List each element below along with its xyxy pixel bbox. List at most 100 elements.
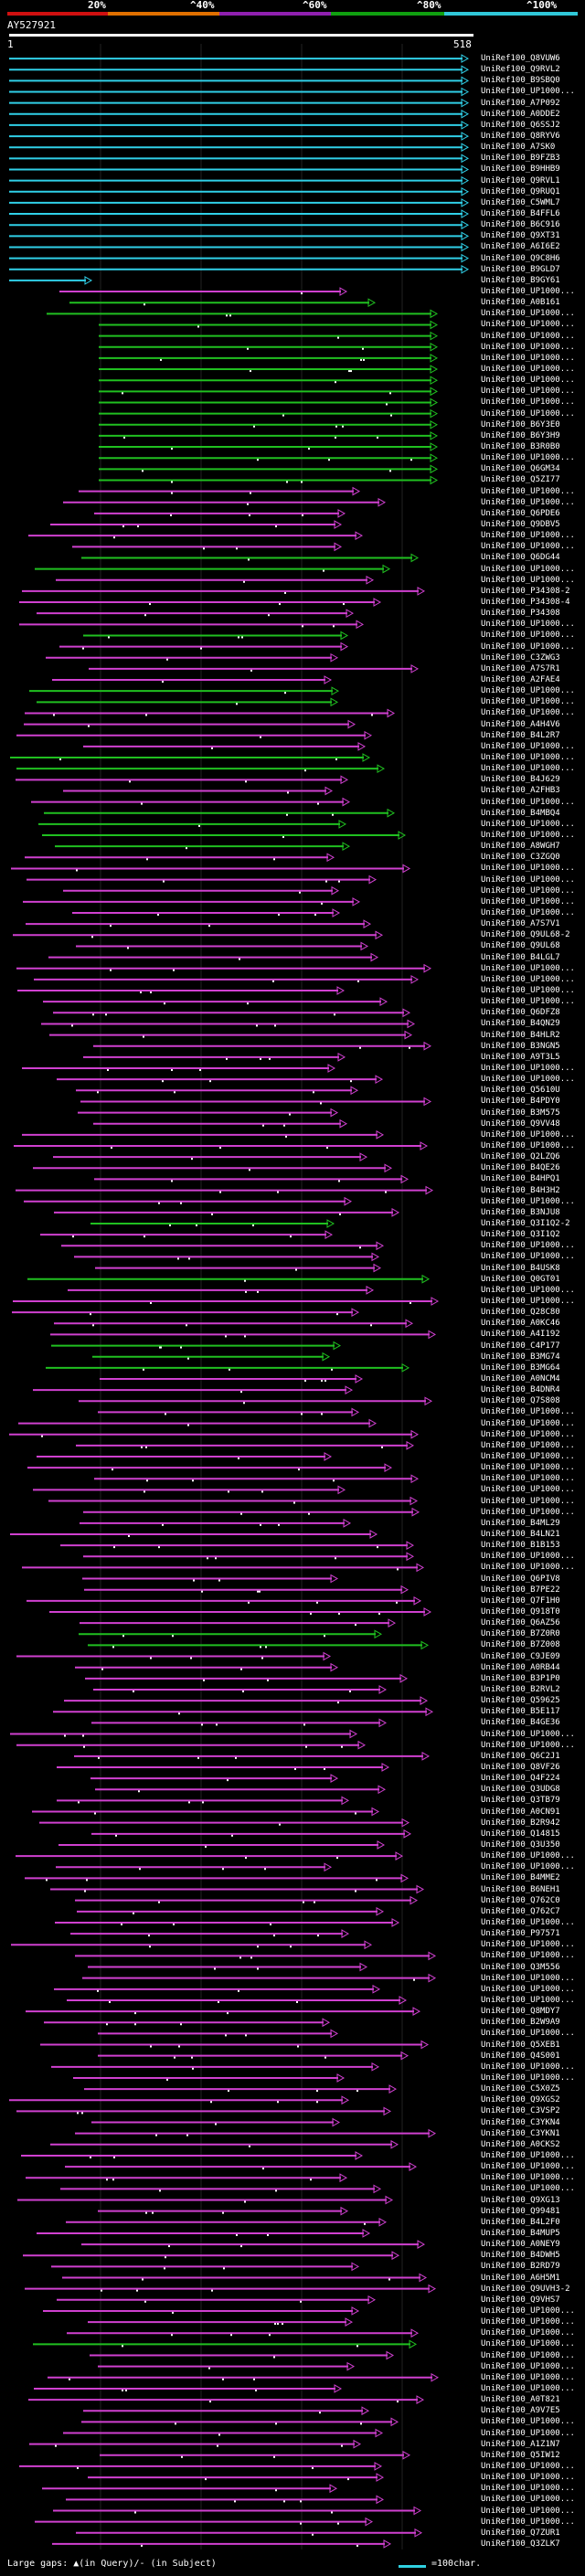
hit-label[interactable]: UniRef100_UP1000... [481, 486, 575, 496]
hit-label[interactable]: UniRef100_A0KC46 [481, 1319, 560, 1329]
hit-label[interactable]: UniRef100_Q8VF26 [481, 1762, 560, 1772]
hit-label[interactable]: UniRef100_A9T3L5 [481, 1052, 560, 1062]
hit-label[interactable]: UniRef100_Q9RVL2 [481, 65, 560, 75]
hit-label[interactable]: UniRef100_UP1000... [481, 1075, 575, 1085]
hit-label[interactable]: UniRef100_B3M575 [481, 1108, 560, 1118]
hit-label[interactable]: UniRef100_A6I6E2 [481, 242, 560, 252]
hit-label[interactable]: UniRef100_UP1000... [481, 408, 575, 419]
hit-label[interactable]: UniRef100_B9GLD7 [481, 264, 560, 274]
hit-label[interactable]: UniRef100_B2R942 [481, 1818, 560, 1828]
hit-label[interactable]: UniRef100_Q9DBV5 [481, 520, 560, 530]
hit-label[interactable]: UniRef100_UP1000... [481, 2328, 575, 2338]
hit-label[interactable]: UniRef100_UP1000... [481, 1440, 575, 1450]
hit-label[interactable]: UniRef100_Q9RVL1 [481, 175, 560, 186]
hit-label[interactable]: UniRef100_Q7ZUR1 [481, 2528, 560, 2538]
hit-label[interactable]: UniRef100_A0CKS2 [481, 2139, 560, 2149]
hit-label[interactable]: UniRef100_Q2LZQ6 [481, 1152, 560, 1162]
hit-label[interactable]: UniRef100_UP1000... [481, 1973, 575, 1983]
hit-label[interactable]: UniRef100_UP1000... [481, 1851, 575, 1861]
hit-label[interactable]: UniRef100_Q918T0 [481, 1606, 560, 1617]
hit-label[interactable]: UniRef100_Q3M556 [481, 1962, 560, 1972]
hit-label[interactable]: UniRef100_B3P1P0 [481, 1673, 560, 1683]
hit-label[interactable]: UniRef100_Q762C7 [481, 1906, 560, 1916]
hit-label[interactable]: UniRef100_UP1000... [481, 1297, 575, 1306]
hit-label[interactable]: UniRef100_Q0GT01 [481, 1274, 560, 1284]
hit-label[interactable]: UniRef100_UP1000... [481, 453, 575, 463]
hit-label[interactable]: UniRef100_UP1000... [481, 2417, 575, 2427]
hit-label[interactable]: UniRef100_UP1000... [481, 542, 575, 552]
hit-label[interactable]: UniRef100_Q6PIV8 [481, 1574, 560, 1584]
hit-label[interactable]: UniRef100_UP1000... [481, 1729, 575, 1739]
hit-label[interactable]: UniRef100_B3R0B0 [481, 442, 560, 452]
hit-label[interactable]: UniRef100_C4P177 [481, 1341, 560, 1351]
hit-label[interactable]: UniRef100_UP1000... [481, 1485, 575, 1495]
hit-label[interactable]: UniRef100_Q8VUW6 [481, 54, 560, 64]
hit-label[interactable]: UniRef100_Q7S808 [481, 1396, 560, 1406]
hit-label[interactable]: UniRef100_UP1000... [481, 1463, 575, 1473]
hit-label[interactable]: UniRef100_B4DWH5 [481, 2251, 560, 2261]
hit-label[interactable]: UniRef100_UP1000... [481, 2461, 575, 2471]
hit-label[interactable]: UniRef100_UP1000... [481, 819, 575, 829]
hit-label[interactable]: UniRef100_P34308 [481, 609, 560, 619]
hit-label[interactable]: UniRef100_B2RVL2 [481, 1684, 560, 1694]
hit-label[interactable]: UniRef100_UP1000... [481, 2162, 575, 2172]
hit-label[interactable]: UniRef100_UP1000... [481, 353, 575, 363]
hit-label[interactable]: UniRef100_A0NEY9 [481, 2240, 560, 2250]
hit-label[interactable]: UniRef100_B4DNR4 [481, 1385, 560, 1395]
hit-label[interactable]: UniRef100_B6Y3E0 [481, 419, 560, 429]
hit-label[interactable]: UniRef100_B6Y3H9 [481, 430, 560, 440]
hit-label[interactable]: UniRef100_UP1000... [481, 1496, 575, 1506]
hit-label[interactable]: UniRef100_B4QN29 [481, 1019, 560, 1029]
hit-label[interactable]: UniRef100_UP1000... [481, 708, 575, 718]
hit-label[interactable]: UniRef100_UP1000... [481, 320, 575, 330]
hit-label[interactable]: UniRef100_C3YKN4 [481, 2117, 560, 2127]
hit-label[interactable]: UniRef100_Q9VHS7 [481, 2295, 560, 2305]
hit-label[interactable]: UniRef100_UP1000... [481, 896, 575, 906]
hit-label[interactable]: UniRef100_B1B153 [481, 1541, 560, 1551]
hit-label[interactable]: UniRef100_Q9XGS2 [481, 2095, 560, 2105]
hit-label[interactable]: UniRef100_Q9UVH3-2 [481, 2284, 570, 2294]
hit-label[interactable]: UniRef100_B4ML29 [481, 1518, 560, 1528]
hit-label[interactable]: UniRef100_Q6AZ56 [481, 1618, 560, 1628]
hit-label[interactable]: UniRef100_Q5XEB1 [481, 2040, 560, 2050]
hit-label[interactable]: UniRef100_Q762C0 [481, 1895, 560, 1905]
hit-label[interactable]: UniRef100_UP1000... [481, 2173, 575, 2183]
hit-label[interactable]: UniRef100_UP1000... [481, 1563, 575, 1573]
hit-label[interactable]: UniRef100_B4MBQ4 [481, 808, 560, 818]
hit-label[interactable]: UniRef100_A0T821 [481, 2395, 560, 2405]
hit-label[interactable]: UniRef100_Q6DFZ8 [481, 1008, 560, 1018]
hit-label[interactable]: UniRef100_B4MUP5 [481, 2228, 560, 2238]
hit-label[interactable]: UniRef100_Q3ZLK7 [481, 2539, 560, 2549]
hit-label[interactable]: UniRef100_UP1000... [481, 2473, 575, 2483]
hit-label[interactable]: UniRef100_UP1000... [481, 1862, 575, 1872]
hit-label[interactable]: UniRef100_B9GY61 [481, 275, 560, 285]
hit-label[interactable]: UniRef100_UP1000... [481, 87, 575, 97]
hit-label[interactable]: UniRef100_UP1000... [481, 2306, 575, 2316]
hit-label[interactable]: UniRef100_Q7F1H0 [481, 1595, 560, 1606]
hit-label[interactable]: UniRef100_UP1000... [481, 1917, 575, 1927]
hit-label[interactable]: UniRef100_UP1000... [481, 1241, 575, 1251]
hit-label[interactable]: UniRef100_UP1000... [481, 1141, 575, 1150]
hit-label[interactable]: UniRef100_UP1000... [481, 797, 575, 807]
hit-label[interactable]: UniRef100_B4LN21 [481, 1529, 560, 1539]
hit-label[interactable]: UniRef100_C3VSP2 [481, 2106, 560, 2116]
hit-label[interactable]: UniRef100_UP1000... [481, 1407, 575, 1417]
hit-label[interactable]: UniRef100_B9FZB3 [481, 154, 560, 164]
hit-label[interactable]: UniRef100_UP1000... [481, 2484, 575, 2494]
hit-label[interactable]: UniRef100_Q6PDE6 [481, 508, 560, 518]
hit-label[interactable]: UniRef100_B6NEH1 [481, 1884, 560, 1894]
hit-label[interactable]: UniRef100_UP1000... [481, 309, 575, 319]
hit-label[interactable]: UniRef100_UP1000... [481, 1951, 575, 1961]
hit-label[interactable]: UniRef100_A4H4V6 [481, 719, 560, 729]
hit-label[interactable]: UniRef100_UP1000... [481, 2517, 575, 2527]
hit-label[interactable]: UniRef100_UP1000... [481, 1552, 575, 1562]
hit-label[interactable]: UniRef100_Q3TB79 [481, 1796, 560, 1806]
hit-label[interactable]: UniRef100_B4L2R7 [481, 730, 560, 740]
hit-label[interactable]: UniRef100_UP1000... [481, 2184, 575, 2194]
hit-label[interactable]: UniRef100_Q5610U [481, 1086, 560, 1096]
hit-label[interactable]: UniRef100_UP1000... [481, 376, 575, 386]
hit-label[interactable]: UniRef100_B2RD79 [481, 2262, 560, 2272]
hit-label[interactable]: UniRef100_C3YKN1 [481, 2128, 560, 2138]
hit-label[interactable]: UniRef100_Q8MDY7 [481, 2007, 560, 2017]
hit-label[interactable]: UniRef100_UP1000... [481, 398, 575, 408]
